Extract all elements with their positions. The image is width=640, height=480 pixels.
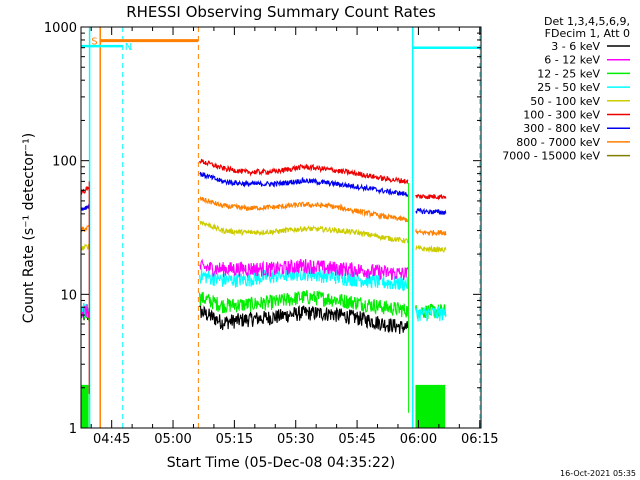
trace-100to300keV-seg1: [199, 158, 409, 185]
x-tick-label-0: 04:45: [93, 432, 130, 447]
legend-label-0: 3 - 6 keV: [551, 40, 600, 53]
trace-50to100keV-seg0: [80, 243, 90, 252]
trace-50to100keV-seg2: [415, 244, 447, 254]
legend-label-6: 300 - 800 keV: [523, 122, 600, 135]
annotation-s: S: [91, 37, 97, 48]
legend-label-4: 50 - 100 keV: [530, 95, 600, 108]
legend-label-3: 25 - 50 keV: [537, 81, 600, 94]
trace-6to12keV-seg0: [80, 304, 90, 319]
trace-25to50keV-seg2: [415, 306, 447, 322]
legend: Det 1,3,4,5,6,9,FDecim 1, Att 03 - 6 keV…: [502, 15, 630, 163]
low-count-spikes-0: [80, 384, 89, 428]
trace-3to6keV-seg1: [199, 304, 409, 335]
trace-50to100keV-seg1: [199, 220, 409, 244]
y-tick-label-1: 10: [60, 288, 77, 303]
plot-frame: [80, 26, 482, 429]
y-tick-label-3: 1000: [44, 21, 77, 36]
legend-label-2: 12 - 25 keV: [537, 67, 600, 80]
trace-100to300keV-seg2: [415, 193, 447, 201]
low-count-spikes-1: [415, 384, 446, 428]
trace-300to800keV-seg2: [415, 207, 447, 216]
legend-header-1: FDecim 1, Att 0: [545, 27, 630, 40]
x-tick-label-2: 05:15: [216, 432, 253, 447]
x-tick-label-4: 05:45: [338, 432, 375, 447]
y-tick-label-0: 1: [69, 422, 77, 437]
x-tick-label-6: 06:15: [461, 432, 498, 447]
legend-header-0: Det 1,3,4,5,6,9,: [544, 15, 630, 28]
trace-100to300keV-seg0: [80, 185, 90, 195]
legend-label-7: 800 - 7000 keV: [516, 136, 600, 149]
x-tick-label-3: 05:30: [277, 432, 314, 447]
trace-800to7000keV-seg1: [199, 196, 409, 223]
trace-800to7000keV-seg2: [415, 228, 447, 237]
legend-label-8: 7000 - 15000 keV: [502, 150, 600, 163]
annotation-n: N: [125, 42, 132, 53]
trace-300to800keV-seg0: [80, 203, 90, 212]
legend-label-1: 6 - 12 keV: [544, 54, 600, 67]
footer-timestamp: 16-Oct-2021 05:35: [560, 469, 636, 478]
legend-label-5: 100 - 300 keV: [523, 109, 600, 122]
trace-6to12keV-seg1: [199, 258, 409, 281]
x-tick-label-1: 05:00: [154, 432, 191, 447]
trace-12to25keV-seg1: [199, 289, 409, 318]
trace-300to800keV-seg1: [199, 171, 409, 198]
x-tick-label-5: 06:00: [400, 432, 437, 447]
y-tick-label-2: 100: [52, 155, 77, 170]
chart-title: RHESSI Observing Summary Count Rates: [126, 3, 436, 21]
x-axis-label: Start Time (05-Dec-08 04:35:22): [167, 455, 395, 471]
axes: 04:45 05:00 05:15 05:30 05:45 06:00 06:15 1 10 10…: [44, 21, 499, 447]
y-axis-label: Count Rate (s⁻¹ detector⁻¹): [21, 133, 37, 323]
trace-800to7000keV-seg0: [80, 224, 90, 233]
